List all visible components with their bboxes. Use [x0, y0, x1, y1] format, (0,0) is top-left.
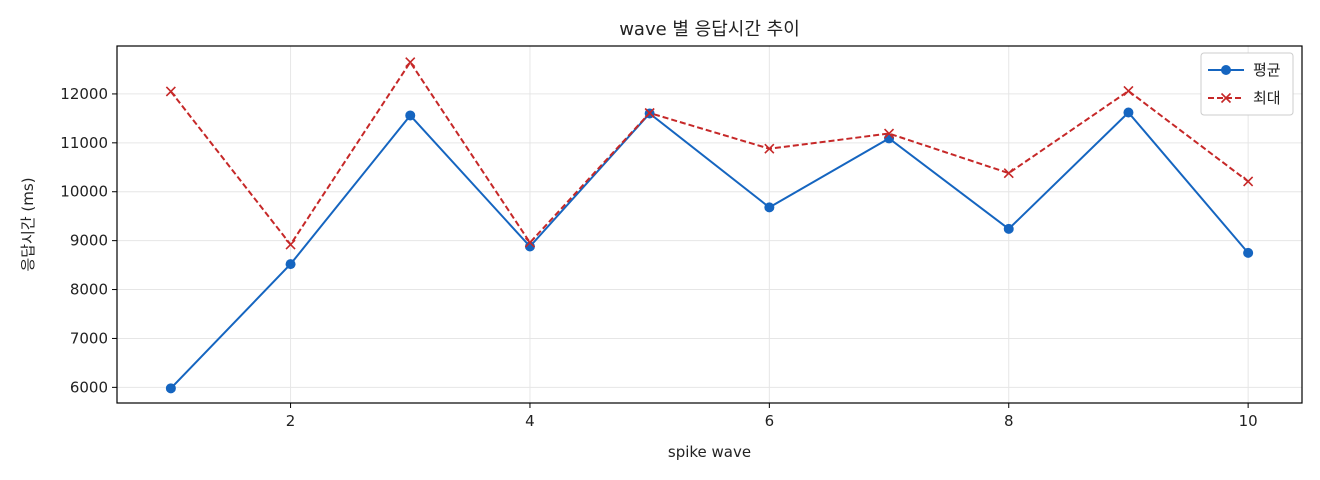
legend-label-series-2: 최대 [1253, 89, 1281, 107]
x-tick-label: 2 [286, 412, 296, 430]
x-tick-label: 10 [1239, 412, 1258, 430]
data-point [764, 202, 775, 213]
legend: 평균 최대 [1200, 52, 1294, 116]
series-1 [165, 107, 1254, 394]
series-line-1 [170, 111, 1249, 390]
y-tick-label: 6000 [70, 378, 108, 396]
y-tick-label: 9000 [70, 232, 108, 250]
legend-item-series-1: 평균 [1208, 61, 1281, 79]
data-point [285, 259, 296, 270]
data-point [764, 143, 775, 154]
data-point [1003, 223, 1014, 234]
data-point [405, 110, 416, 121]
y-tick-label: 10000 [60, 183, 108, 201]
data-point [644, 107, 655, 119]
legend-item-series-2: 최대 [1208, 89, 1281, 107]
series-2 [165, 57, 1254, 250]
legend-marker-series-1 [1221, 65, 1231, 75]
data-point [165, 383, 176, 394]
y-tick-label: 8000 [70, 281, 108, 299]
y-tick-label: 12000 [60, 85, 108, 103]
grid [117, 46, 1302, 403]
y-axis-label: 응답시간 (ms) [19, 177, 37, 271]
legend-marker-series-2 [1220, 92, 1232, 104]
x-tick-label: 8 [1004, 412, 1014, 430]
data-point [524, 237, 536, 248]
y-tick-label: 7000 [70, 329, 108, 347]
data-point [1123, 107, 1134, 118]
ticks: 2 4 6 8 10 6000 7000 8000 9000 10000 11000 12000 [60, 85, 1257, 430]
data-point [1243, 176, 1254, 187]
y-tick-label: 11000 [60, 134, 108, 152]
x-tick-label: 6 [765, 412, 775, 430]
data-point [1003, 168, 1014, 179]
data-point [285, 239, 296, 250]
data-point [405, 57, 416, 68]
plot-frame [116, 45, 1303, 404]
data-point [165, 86, 176, 97]
x-tick-label: 4 [525, 412, 535, 430]
x-axis-label: spike wave [668, 443, 751, 461]
chart-title: wave 별 응답시간 추이 [619, 19, 800, 40]
data-point [1123, 85, 1134, 97]
series-layer [165, 57, 1254, 394]
series-line-2 [170, 61, 1249, 246]
data-point [883, 128, 895, 139]
data-point [1243, 247, 1254, 258]
legend-label-series-1: 평균 [1253, 61, 1281, 79]
